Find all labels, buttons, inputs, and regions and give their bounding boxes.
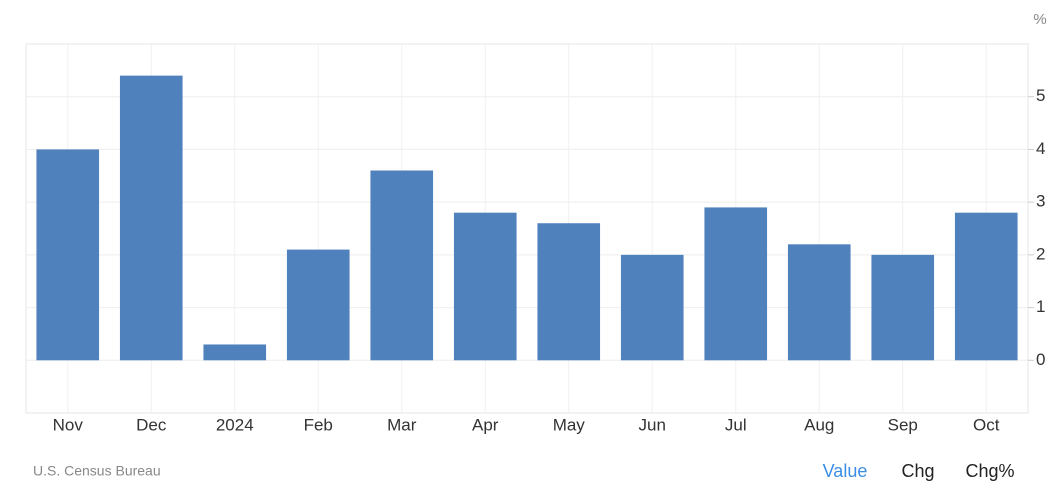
x-tick-label: Apr xyxy=(472,415,499,434)
x-tick-label: Feb xyxy=(304,415,333,434)
bar xyxy=(370,170,434,361)
bar xyxy=(203,344,267,361)
bar xyxy=(704,207,768,361)
bar xyxy=(871,254,935,361)
x-tick-label: Jun xyxy=(639,415,666,434)
x-tick-label: Dec xyxy=(136,415,167,434)
source: U.S. Census Bureau xyxy=(33,463,161,479)
bar xyxy=(36,149,100,361)
toggle-button[interactable]: Value xyxy=(823,461,868,481)
x-tick-label: Jul xyxy=(725,415,747,434)
plot-frame xyxy=(25,43,1029,414)
x-tick-label: Nov xyxy=(53,415,84,434)
y-tick-label: 1 xyxy=(1036,297,1045,316)
bar xyxy=(119,75,183,361)
bar xyxy=(954,212,1018,361)
y-tick-label: 5 xyxy=(1036,86,1045,105)
y-tick-label: 0 xyxy=(1036,350,1045,369)
x-tick-label: 2024 xyxy=(216,415,254,434)
y-tick-label: 4 xyxy=(1036,139,1045,158)
x-tick-label: Sep xyxy=(888,415,918,434)
y-tick-label: 2 xyxy=(1036,244,1045,263)
bar xyxy=(286,249,350,361)
bar xyxy=(453,212,517,361)
x-tick-label: Oct xyxy=(973,415,1000,434)
bar xyxy=(787,244,851,361)
x-tick-label: Mar xyxy=(387,415,417,434)
y-unit: % xyxy=(1033,11,1046,28)
toggle-button[interactable]: Chg xyxy=(901,461,934,481)
x-tick-label: May xyxy=(553,415,586,434)
y-tick-label: 3 xyxy=(1036,192,1045,211)
toggle-button[interactable]: Chg% xyxy=(965,461,1014,481)
bar xyxy=(620,254,684,361)
bar xyxy=(537,223,601,361)
x-tick-label: Aug xyxy=(804,415,834,434)
